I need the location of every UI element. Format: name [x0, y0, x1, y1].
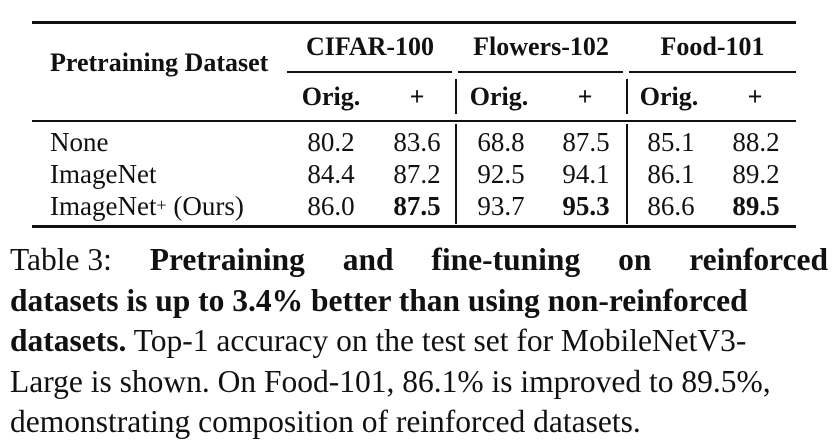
- row-label-base: ImageNet: [50, 191, 157, 221]
- caption-line-bold: datasets is up to 3.4% better than using…: [10, 282, 748, 318]
- table-bottom-rule: [32, 225, 796, 228]
- subheader-plus: +: [409, 82, 425, 111]
- table-cell: 89.2: [732, 159, 780, 189]
- table-top-rule: [32, 21, 796, 24]
- group-rule-cifar: [287, 71, 452, 73]
- row-label-sup: +: [156, 195, 167, 215]
- subheader-orig: Orig.: [301, 82, 361, 111]
- vertical-separator: [626, 79, 628, 114]
- group-header-cifar-100: CIFAR-100: [305, 32, 435, 61]
- caption-line: demonstrating composition of reinforced …: [10, 404, 641, 439]
- table-cell: 80.2: [307, 127, 355, 157]
- table-cell: 84.4: [307, 159, 355, 189]
- vertical-separator: [626, 124, 628, 224]
- table-cell-best: 87.5: [393, 191, 441, 221]
- caption-bold-word: on: [618, 242, 652, 277]
- row-label-imagenet-plus-ours: ImageNet+ (Ours): [50, 193, 244, 220]
- header-bottom-rule: [32, 120, 796, 122]
- table-cell: 88.2: [732, 127, 780, 157]
- caption-table-number: Table 3:: [10, 242, 112, 277]
- group-header-food-101: Food-101: [660, 32, 765, 61]
- vertical-separator: [455, 79, 457, 114]
- caption-bold-word: fine-tuning: [431, 242, 581, 277]
- table-cell: 86.1: [647, 159, 695, 189]
- caption-bold-word: datasets.: [10, 323, 127, 358]
- group-rule-flowers: [458, 71, 623, 73]
- row-label-none: None: [50, 127, 109, 157]
- group-header-flowers-102: Flowers-102: [473, 32, 609, 61]
- table-caption: Table 3: Pretraining and fine-tuning on …: [10, 240, 828, 443]
- caption-line: Table 3: Pretraining and fine-tuning on …: [10, 240, 828, 281]
- caption-bold-word: Pretraining: [149, 242, 305, 277]
- group-rule-food: [629, 71, 796, 73]
- table-cell-best: 89.5: [732, 191, 780, 221]
- table-cell: 86.6: [647, 191, 695, 221]
- table-cell: 87.5: [562, 127, 610, 157]
- table-cell-best: 95.3: [562, 191, 610, 221]
- row-label-imagenet: ImageNet: [50, 159, 157, 189]
- table-cell: 87.2: [393, 159, 441, 189]
- caption-bold-word: reinforced: [689, 242, 828, 277]
- caption-line: Large is shown. On Food-101, 86.1% is im…: [10, 363, 771, 399]
- subheader-plus: +: [577, 82, 593, 111]
- table-cell: 68.8: [477, 127, 525, 157]
- caption-text: Top-1 accuracy on the test set for Mobil…: [126, 323, 747, 358]
- subheader-plus: +: [747, 82, 763, 111]
- table-cell: 92.5: [477, 159, 525, 189]
- caption-line: datasets. Top-1 accuracy on the test set…: [10, 321, 828, 362]
- row-label-suffix: (Ours): [166, 191, 244, 221]
- subheader-orig: Orig.: [639, 82, 699, 111]
- table-cell: 94.1: [562, 159, 610, 189]
- column-header-pretraining-dataset: Pretraining Dataset: [50, 48, 269, 77]
- caption-bold-word: and: [342, 242, 394, 277]
- table-cell: 86.0: [307, 191, 355, 221]
- vertical-separator: [455, 124, 457, 224]
- table-cell: 83.6: [393, 127, 441, 157]
- subheader-orig: Orig.: [469, 82, 529, 111]
- table-cell: 85.1: [647, 127, 695, 157]
- table-cell: 93.7: [477, 191, 525, 221]
